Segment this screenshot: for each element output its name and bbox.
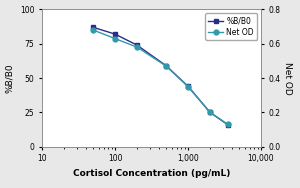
%B/B0 [113, 33, 117, 35]
Net OD [113, 37, 117, 40]
Net OD [208, 111, 212, 114]
Y-axis label: Net OD: Net OD [283, 62, 292, 94]
Net OD [135, 46, 139, 48]
Line: %B/B0: %B/B0 [91, 25, 230, 127]
Net OD [226, 123, 230, 125]
%B/B0 [186, 85, 190, 87]
Net OD [186, 86, 190, 88]
Net OD [91, 29, 95, 31]
%B/B0 [226, 124, 230, 126]
%B/B0 [208, 111, 212, 114]
Y-axis label: %B/B0: %B/B0 [5, 63, 14, 93]
%B/B0 [135, 44, 139, 46]
Net OD [164, 65, 168, 67]
Legend: %B/B0, Net OD: %B/B0, Net OD [205, 13, 257, 40]
Line: Net OD: Net OD [91, 28, 230, 127]
%B/B0 [164, 64, 168, 67]
%B/B0 [91, 26, 95, 28]
X-axis label: Cortisol Concentration (pg/mL): Cortisol Concentration (pg/mL) [73, 169, 230, 178]
